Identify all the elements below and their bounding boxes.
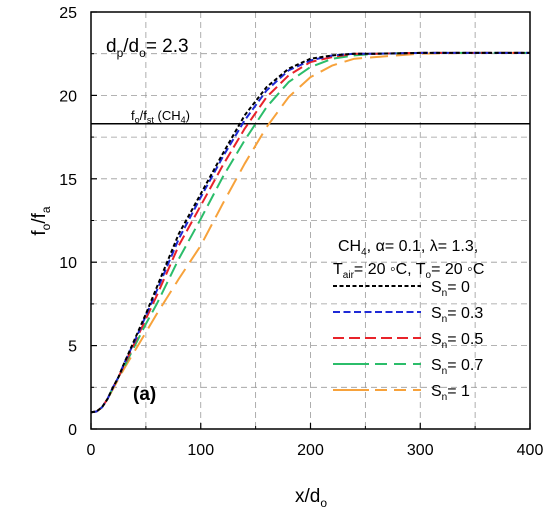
conditions-line-1: CH4, α= 0.1, λ= 1.3, xyxy=(338,238,478,258)
plot-frame xyxy=(90,11,531,430)
x-tick-label: 400 xyxy=(517,442,544,459)
y-tick-label: 20 xyxy=(59,88,77,105)
legend-label: Sn= 0 xyxy=(431,279,470,299)
reference-line-label: fo/fst (CH4) xyxy=(131,108,190,125)
conditions-line-2: Tair= 20 ◦C, To= 20 ◦C xyxy=(333,261,484,281)
x-tick-label: 200 xyxy=(297,442,324,459)
legend-label: Sn= 0.3 xyxy=(431,305,483,325)
series-line-0-7 xyxy=(90,51,530,414)
x-tick-label: 100 xyxy=(187,442,214,459)
y-tick-label: 5 xyxy=(68,339,77,356)
tick-labels: 0 100 200 300 400 0 5 10 15 20 25 xyxy=(59,5,543,459)
legend-label: Sn= 0.5 xyxy=(431,331,483,351)
ratio-annotation: dp/do= 2.3 xyxy=(106,36,189,60)
y-tick-label: 15 xyxy=(59,172,77,189)
y-tick-label: 10 xyxy=(59,255,77,272)
x-tick-label: 0 xyxy=(87,442,96,459)
x-tick-label: 300 xyxy=(407,442,434,459)
legend: Sn= 0 Sn= 0.3 Sn= 0.5 Sn= 0.7 Sn= 1 xyxy=(333,279,483,403)
y-tick-label: 25 xyxy=(59,5,77,22)
y-tick-label: 0 xyxy=(68,422,77,439)
legend-label: Sn= 1 xyxy=(431,383,470,403)
panel-label: (a) xyxy=(133,384,156,405)
series-group xyxy=(90,51,530,414)
legend-label: Sn= 0.7 xyxy=(431,357,483,377)
x-axis-label: x/do xyxy=(295,486,327,510)
series-line-0 xyxy=(90,51,530,414)
y-axis-label: fo/fa xyxy=(29,206,53,236)
